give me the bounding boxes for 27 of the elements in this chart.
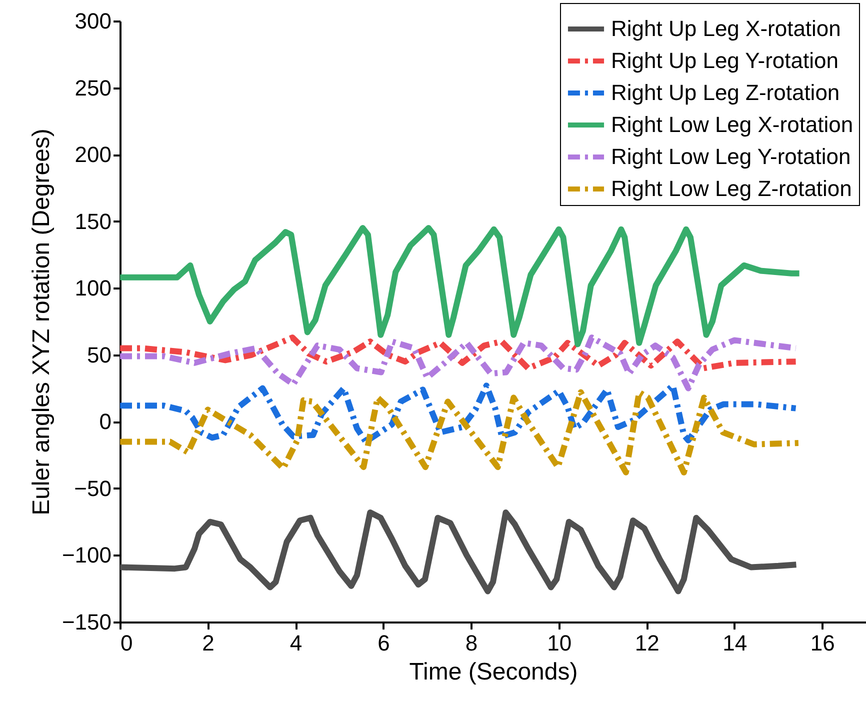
y-tick-label: 100	[74, 276, 112, 301]
legend-label: Right Low Leg Z-rotation	[611, 176, 852, 201]
y-tick-label: −150	[62, 610, 112, 634]
x-tick-label: 2	[202, 630, 214, 656]
x-tick-label: 8	[465, 630, 478, 656]
legend-label: Right Up Leg Y-rotation	[611, 48, 838, 73]
x-tick-label: 10	[547, 630, 572, 656]
y-tick-label: 250	[74, 75, 112, 100]
y-tick-label: 50	[87, 342, 112, 368]
legend-label: Right Low Leg X-rotation	[611, 112, 854, 137]
y-tick-label: 150	[74, 208, 112, 234]
x-tick-label: 0	[120, 630, 133, 656]
legend-label: Right Up Leg X-rotation	[611, 16, 841, 41]
y-axis-title: Euler angles XYZ rotation (Degrees)	[28, 128, 55, 516]
x-tick-label: 12	[634, 630, 660, 656]
x-tick-label: 6	[378, 630, 390, 656]
y-tick-label: −50	[74, 476, 112, 501]
y-tick-label: −100	[62, 542, 112, 568]
x-tick-label: 4	[290, 630, 302, 656]
y-tick-label: 200	[74, 142, 112, 168]
legend-label: Right Up Leg Z-rotation	[611, 80, 840, 105]
x-axis-title: Time (Seconds)	[409, 658, 578, 686]
x-tick-label: 16	[810, 630, 835, 656]
y-tick-label: 0	[99, 409, 112, 434]
x-tick-label: 14	[722, 630, 748, 656]
y-tick-label: 300	[74, 8, 112, 34]
legend-label: Right Low Leg Y-rotation	[611, 144, 851, 169]
